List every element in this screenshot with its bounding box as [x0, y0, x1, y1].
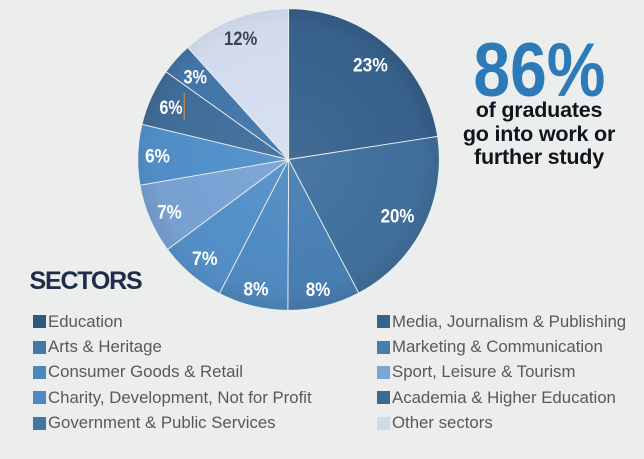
svg-text:7%: 7% — [157, 202, 182, 224]
svg-text:12%: 12% — [224, 29, 257, 50]
svg-text:23%: 23% — [353, 55, 388, 77]
svg-text:6%: 6% — [160, 97, 183, 119]
svg-text:8%: 8% — [306, 279, 331, 301]
svg-text:6%: 6% — [145, 146, 170, 168]
svg-text:7%: 7% — [192, 248, 218, 270]
svg-text:8%: 8% — [244, 279, 269, 301]
svg-text:20%: 20% — [381, 206, 415, 228]
svg-text:3%: 3% — [183, 67, 207, 89]
svg-text:86%: 86% — [473, 28, 605, 113]
